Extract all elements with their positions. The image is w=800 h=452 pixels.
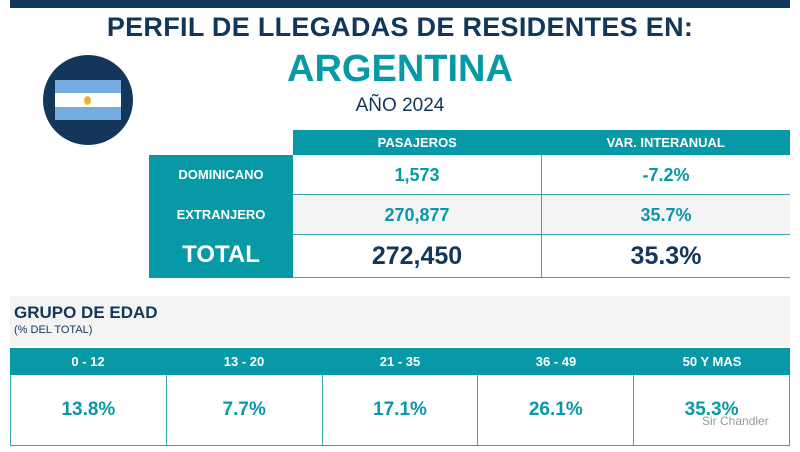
watermark: Sir Chandler xyxy=(702,414,769,428)
pasajeros-value: 1,573 xyxy=(293,155,542,194)
age-group: 0 - 12 xyxy=(71,354,105,369)
summary-table: PASAJEROS VAR. INTERANUAL DOMINICANO EXT… xyxy=(149,130,790,278)
row-label: DOMINICANO xyxy=(178,167,264,182)
age-title: GRUPO DE EDAD xyxy=(14,303,158,322)
page-title: PERFIL DE LLEGADAS DE RESIDENTES EN: xyxy=(106,12,694,42)
table-row: 270,877 35.7% xyxy=(293,195,790,235)
column-header: PASAJEROS xyxy=(377,135,457,150)
age-group: 36 - 49 xyxy=(535,354,577,369)
table-row-total: 272,450 35.3% xyxy=(293,235,790,278)
age-value: 13.8% xyxy=(11,375,167,445)
country-name: ARGENTINA xyxy=(287,48,513,90)
top-bar xyxy=(10,0,790,8)
row-label: EXTRANJERO xyxy=(176,207,266,222)
table-row: 1,573 -7.2% xyxy=(293,155,790,195)
year-label: AÑO 2024 xyxy=(355,95,445,116)
total-var: 35.3% xyxy=(630,242,702,270)
age-value: 7.7% xyxy=(167,375,323,445)
column-header: VAR. INTERANUAL xyxy=(606,135,725,150)
total-pasajeros: 272,450 xyxy=(293,235,542,277)
age-value: 35.3% xyxy=(684,399,739,420)
age-value: 26.1% xyxy=(478,375,635,445)
var-value: 35.7% xyxy=(640,205,692,225)
age-values-row: 13.8% 7.7% 17.1% 26.1% 35.3% xyxy=(10,375,790,446)
var-value: -7.2% xyxy=(642,165,690,185)
age-group: 50 Y MAS xyxy=(682,354,742,369)
age-subtitle: (% DEL TOTAL) xyxy=(14,324,93,336)
age-group: 13 - 20 xyxy=(223,354,265,369)
argentina-flag-icon xyxy=(43,55,133,145)
row-label: TOTAL xyxy=(182,241,260,268)
row-labels: DOMINICANO EXTRANJERO TOTAL xyxy=(149,155,293,278)
age-section-header: GRUPO DE EDAD (% DEL TOTAL) xyxy=(10,296,790,346)
age-header-row: 0 - 12 13 - 20 21 - 35 36 - 49 50 Y MAS xyxy=(10,348,790,375)
table-header: PASAJEROS VAR. INTERANUAL xyxy=(293,130,790,155)
age-group: 21 - 35 xyxy=(379,354,421,369)
age-value: 17.1% xyxy=(323,375,479,445)
pasajeros-value: 270,877 xyxy=(293,195,542,234)
